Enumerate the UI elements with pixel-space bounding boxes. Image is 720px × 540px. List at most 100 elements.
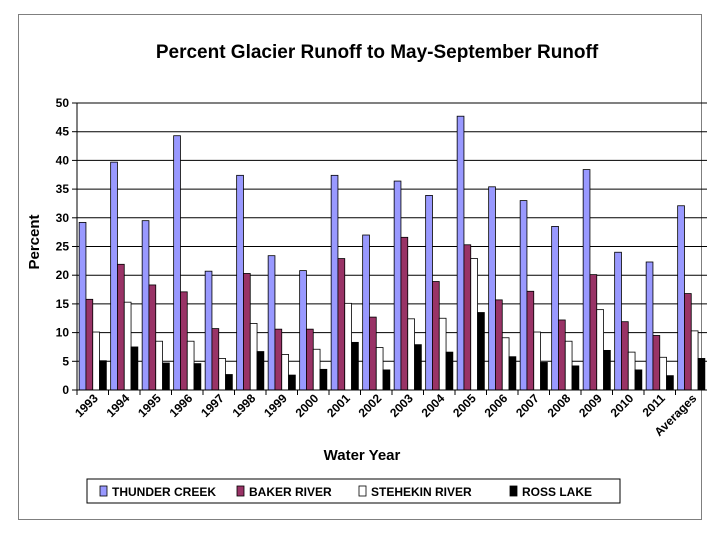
x-tick-label: 2008	[545, 391, 574, 420]
x-tick-label: 1999	[261, 391, 290, 420]
bar-ross-lake	[414, 344, 422, 391]
bar-baker-river	[148, 284, 157, 391]
x-axis-title: Water Year	[324, 447, 401, 464]
bar-stehekin-river	[186, 340, 195, 391]
bar-ross-lake	[477, 312, 485, 391]
bar-thunder-creek	[330, 174, 339, 391]
bar-stehekin-river	[470, 258, 478, 391]
bar-thunder-creek	[645, 261, 654, 391]
y-tick-label: 45	[56, 125, 70, 139]
bar-thunder-creek	[141, 220, 150, 391]
bar-stehekin-river	[627, 351, 636, 391]
bar-stehekin-river	[344, 302, 352, 391]
bar-thunder-creek	[519, 200, 528, 391]
bar-ross-lake	[99, 360, 107, 391]
x-tick-label: 1997	[198, 391, 227, 420]
bar-stehekin-river	[438, 317, 447, 391]
y-tick-label: 35	[56, 182, 70, 196]
bar-stehekin-river	[659, 356, 667, 391]
bar-thunder-creek	[425, 195, 433, 391]
axes	[76, 103, 707, 395]
bar-thunder-creek	[456, 115, 465, 391]
x-tick-label: 1996	[167, 391, 196, 420]
legend-swatch	[236, 485, 245, 497]
bar-ross-lake	[571, 365, 580, 391]
legend-label: THUNDER CREEK	[112, 485, 216, 499]
chart-title: Percent Glacier Runoff to May-September …	[156, 42, 599, 63]
y-tick-label: 50	[56, 96, 70, 110]
y-tick-labels: 0 5 10 15 20 25 30 35 40 45 50	[56, 96, 70, 397]
bar-ross-lake	[634, 369, 643, 391]
bar-thunder-creek	[173, 135, 181, 391]
bar-thunder-creek	[488, 186, 496, 391]
gridlines	[72, 102, 707, 391]
bar-stehekin-river	[218, 358, 226, 391]
bar-thunder-creek	[551, 226, 559, 391]
bar-ross-lake	[445, 351, 454, 391]
bar-stehekin-river	[123, 301, 132, 391]
y-tick-label: 10	[56, 326, 70, 340]
bar-ross-lake	[540, 362, 548, 391]
legend-swatch	[99, 485, 108, 497]
y-axis-title: Percent	[26, 214, 43, 269]
y-tick-label: 30	[56, 211, 70, 225]
x-tick-label: 2006	[482, 391, 511, 420]
y-tick-label: 40	[56, 153, 70, 167]
bar-baker-river	[652, 335, 661, 391]
bar-stehekin-river	[596, 309, 604, 391]
x-tick-label: 2004	[419, 391, 448, 420]
bar-baker-river	[274, 328, 283, 391]
bar-ross-lake	[382, 369, 391, 391]
bar-ross-lake	[288, 374, 296, 391]
bar-ross-lake	[666, 375, 674, 391]
x-tick-label: 2010	[608, 391, 637, 420]
bar-ross-lake	[319, 368, 328, 391]
bar-baker-river	[180, 291, 188, 391]
bar-ross-lake	[130, 346, 139, 391]
bar-stehekin-river	[312, 348, 321, 391]
x-tick-label: 1998	[230, 391, 259, 420]
bar-thunder-creek	[78, 221, 87, 391]
x-tick-label: 2007	[513, 391, 542, 420]
x-tick-label: 1995	[135, 391, 164, 420]
bar-stehekin-river	[501, 337, 510, 391]
bar-stehekin-river	[92, 331, 100, 391]
bar-baker-river	[211, 328, 220, 391]
bar-ross-lake	[162, 362, 170, 391]
bar-thunder-creek	[110, 161, 118, 391]
bar-baker-river	[495, 299, 503, 391]
bar-thunder-creek	[267, 255, 276, 391]
legend-box	[86, 478, 621, 504]
bar-baker-river	[432, 281, 440, 391]
bar-thunder-creek	[677, 205, 685, 391]
bar-baker-river	[621, 321, 629, 391]
bar-ross-lake	[256, 351, 265, 391]
bar-ross-lake	[351, 341, 359, 391]
bar-baker-river	[369, 316, 377, 391]
y-tick-label: 0	[62, 383, 69, 397]
legend-swatch	[358, 485, 367, 497]
bar-baker-river	[684, 293, 692, 391]
bar-thunder-creek	[614, 251, 622, 391]
bar-stehekin-river	[375, 347, 384, 391]
bar-baker-river	[337, 258, 346, 391]
legend-label: STEHEKIN RIVER	[371, 485, 472, 499]
legend-label: ROSS LAKE	[522, 485, 592, 499]
bar-baker-river	[558, 319, 566, 391]
bar-stehekin-river	[564, 340, 573, 391]
x-tick-label: 2000	[293, 391, 322, 420]
bar-stehekin-river	[533, 331, 541, 391]
y-tick-label: 15	[56, 297, 70, 311]
bar-stehekin-river	[249, 323, 258, 391]
bar-baker-river	[243, 273, 251, 391]
bar-thunder-creek	[393, 180, 402, 391]
bar-baker-river	[117, 263, 125, 391]
x-tick-label: 2002	[356, 391, 385, 420]
bar-series-group	[78, 115, 706, 391]
x-tick-label: 1993	[72, 391, 101, 420]
x-tick-label: 2009	[576, 391, 605, 420]
bar-baker-river	[306, 328, 314, 391]
bar-thunder-creek	[204, 270, 213, 391]
bar-baker-river	[526, 290, 535, 391]
